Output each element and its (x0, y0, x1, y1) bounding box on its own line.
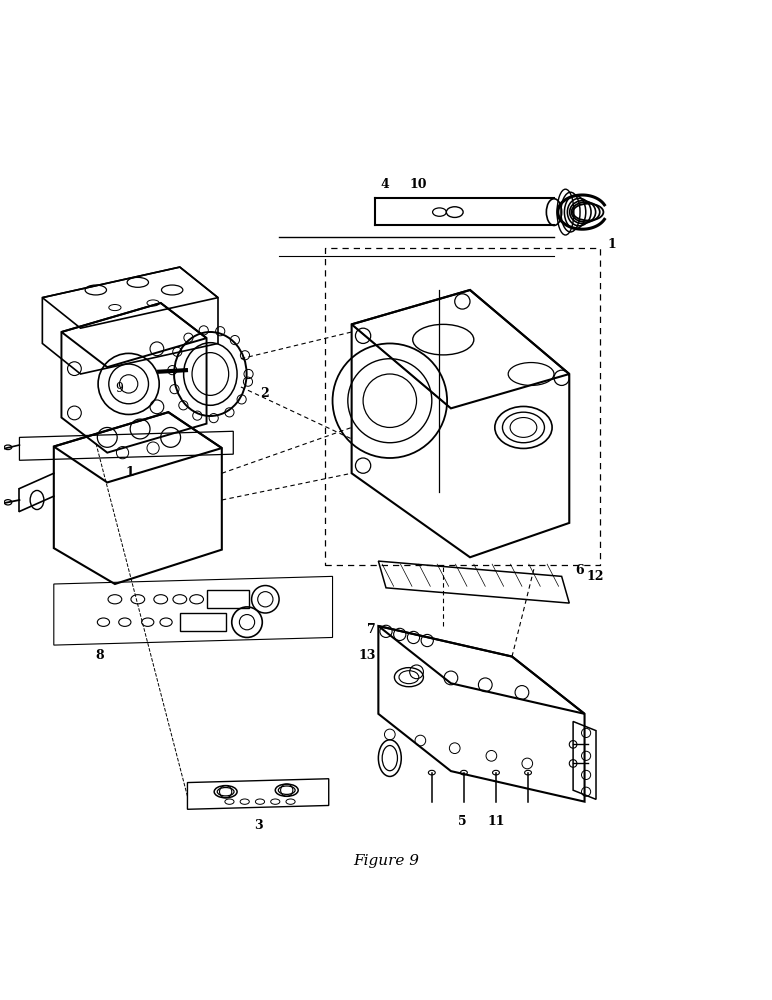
Bar (207, 590, 249, 608)
Text: 2: 2 (260, 387, 269, 400)
Text: 7: 7 (367, 623, 376, 636)
Text: 4: 4 (380, 178, 389, 191)
Text: 1: 1 (608, 238, 616, 251)
Text: 6: 6 (575, 564, 584, 577)
Text: Figure 9: Figure 9 (353, 854, 419, 868)
Text: 1: 1 (126, 466, 134, 479)
Text: 11: 11 (488, 815, 506, 828)
Text: 5: 5 (458, 815, 467, 828)
Text: 13: 13 (359, 649, 376, 662)
Text: 10: 10 (409, 178, 427, 191)
Text: 3: 3 (254, 819, 262, 832)
Text: 8: 8 (95, 649, 104, 662)
Text: 12: 12 (586, 570, 604, 583)
Text: 9: 9 (115, 382, 123, 395)
Bar (180, 613, 225, 631)
